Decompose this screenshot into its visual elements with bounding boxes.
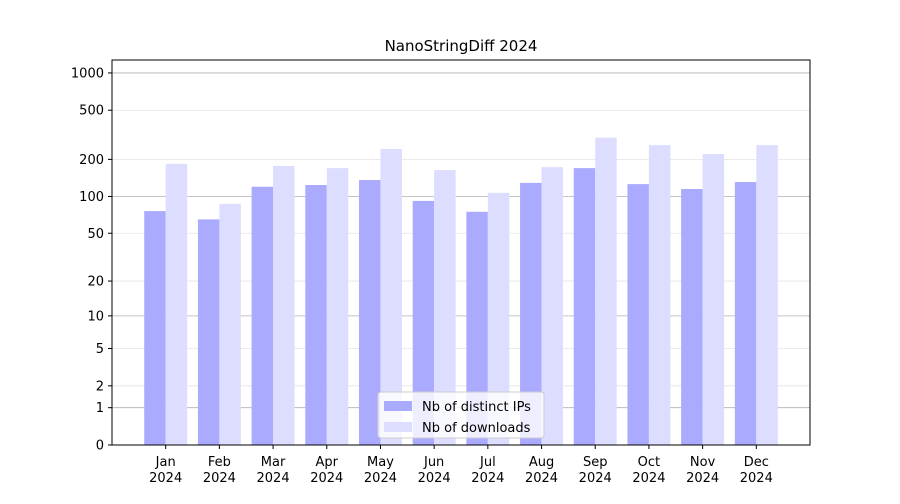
bar bbox=[434, 170, 456, 446]
x-tick-label: Aug 2024 bbox=[525, 455, 558, 486]
x-tick-label: Oct 2024 bbox=[632, 455, 665, 486]
bar bbox=[487, 192, 510, 445]
y-tick-label: 0 bbox=[96, 439, 104, 454]
y-tick-label: 100 bbox=[79, 190, 104, 205]
x-tick-label: Apr 2024 bbox=[310, 455, 343, 486]
y-tick-label: 2 bbox=[96, 379, 104, 394]
bar bbox=[648, 145, 671, 445]
bar bbox=[573, 168, 596, 446]
bar bbox=[466, 211, 488, 445]
chart-title: NanoStringDiff 2024 bbox=[385, 37, 538, 55]
y-tick-label: 1 bbox=[96, 401, 104, 416]
legend-label: Nb of downloads bbox=[422, 421, 531, 436]
y-tick-label: 200 bbox=[79, 153, 104, 168]
bar bbox=[627, 184, 649, 445]
x-tick-label: Jul 2024 bbox=[471, 455, 504, 486]
bar bbox=[380, 148, 402, 445]
y-tick-label: 1000 bbox=[71, 66, 104, 81]
bar bbox=[541, 167, 564, 446]
legend-box bbox=[377, 391, 545, 439]
bar bbox=[412, 200, 435, 445]
bar bbox=[595, 137, 617, 445]
x-tick-label: Dec 2024 bbox=[740, 455, 773, 486]
x-tick-label: Mar 2024 bbox=[257, 455, 290, 486]
legend-label: Nb of distinct IPs bbox=[422, 400, 531, 415]
bar bbox=[358, 180, 381, 445]
bar bbox=[734, 182, 757, 445]
y-tick-label: 5 bbox=[96, 342, 104, 357]
y-tick-label: 50 bbox=[87, 227, 104, 242]
bar bbox=[681, 189, 703, 445]
plot-frame bbox=[111, 59, 811, 446]
x-tick-label: Feb 2024 bbox=[203, 455, 236, 486]
bar bbox=[756, 145, 778, 445]
y-tick-label: 500 bbox=[79, 104, 104, 119]
bar bbox=[702, 154, 725, 445]
y-tick-label: 20 bbox=[87, 275, 104, 290]
x-tick-label: Nov 2024 bbox=[686, 455, 719, 486]
x-tick-label: Jan 2024 bbox=[149, 455, 182, 486]
bar bbox=[326, 168, 349, 446]
legend-swatch bbox=[384, 422, 412, 432]
legend-swatch bbox=[384, 401, 412, 411]
bar bbox=[219, 203, 241, 445]
bar bbox=[273, 165, 295, 445]
legend: Nb of distinct IPs Nb of downloads bbox=[377, 391, 545, 439]
bar bbox=[520, 182, 542, 445]
x-tick-label: Jun 2024 bbox=[418, 455, 451, 486]
y-tick-label: 10 bbox=[87, 309, 104, 324]
bar bbox=[305, 184, 327, 445]
bar bbox=[144, 211, 166, 445]
bar bbox=[197, 219, 220, 445]
x-tick-label: Sep 2024 bbox=[579, 455, 612, 486]
x-tick-label: May 2024 bbox=[364, 455, 397, 486]
bar bbox=[165, 163, 188, 446]
bar bbox=[251, 186, 274, 445]
